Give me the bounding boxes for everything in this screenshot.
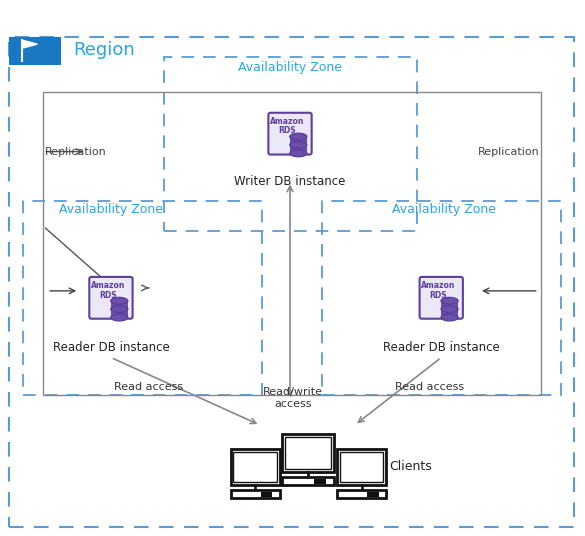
Polygon shape xyxy=(22,40,37,48)
Bar xyxy=(111,301,128,309)
Text: Availability Zone: Availability Zone xyxy=(59,203,163,216)
Text: Reader DB instance: Reader DB instance xyxy=(53,341,169,354)
FancyBboxPatch shape xyxy=(90,277,133,319)
Bar xyxy=(233,452,277,482)
Bar xyxy=(441,309,458,317)
Bar xyxy=(282,434,334,472)
Text: Writer DB instance: Writer DB instance xyxy=(235,175,346,188)
Text: Read access: Read access xyxy=(114,382,183,392)
Bar xyxy=(261,492,272,497)
FancyBboxPatch shape xyxy=(269,113,312,154)
Ellipse shape xyxy=(111,306,128,312)
Bar xyxy=(314,479,326,484)
Bar xyxy=(285,437,331,469)
Ellipse shape xyxy=(441,297,458,304)
Text: Reader DB instance: Reader DB instance xyxy=(383,341,500,354)
Text: Clients: Clients xyxy=(390,460,432,473)
Ellipse shape xyxy=(290,150,307,157)
Text: Amazon
RDS: Amazon RDS xyxy=(270,117,304,136)
Bar xyxy=(337,490,386,497)
Ellipse shape xyxy=(290,142,307,148)
Bar xyxy=(230,449,280,485)
Bar xyxy=(43,92,541,396)
Text: Region: Region xyxy=(73,41,135,59)
Bar xyxy=(367,492,378,497)
Bar xyxy=(340,452,383,482)
Bar xyxy=(164,57,417,231)
Bar xyxy=(23,202,262,396)
Bar xyxy=(9,37,61,65)
Ellipse shape xyxy=(441,306,458,312)
Bar xyxy=(441,301,458,309)
Text: Amazon
RDS: Amazon RDS xyxy=(91,281,125,300)
Bar xyxy=(290,137,307,145)
Bar xyxy=(290,145,307,153)
Text: Availability Zone: Availability Zone xyxy=(392,203,496,216)
Text: Replication: Replication xyxy=(478,147,540,157)
Bar xyxy=(322,202,560,396)
Bar xyxy=(111,309,128,317)
Ellipse shape xyxy=(111,314,128,321)
Text: Read/write
access: Read/write access xyxy=(263,388,323,409)
Bar xyxy=(230,490,280,497)
Ellipse shape xyxy=(441,314,458,321)
Text: Amazon
RDS: Amazon RDS xyxy=(421,281,455,300)
FancyBboxPatch shape xyxy=(419,277,463,319)
Ellipse shape xyxy=(111,297,128,304)
Bar xyxy=(282,477,334,485)
Text: Availability Zone: Availability Zone xyxy=(238,61,342,73)
Ellipse shape xyxy=(290,133,307,140)
Text: Replication: Replication xyxy=(45,147,107,157)
Bar xyxy=(337,449,386,485)
Text: Read access: Read access xyxy=(395,382,464,392)
